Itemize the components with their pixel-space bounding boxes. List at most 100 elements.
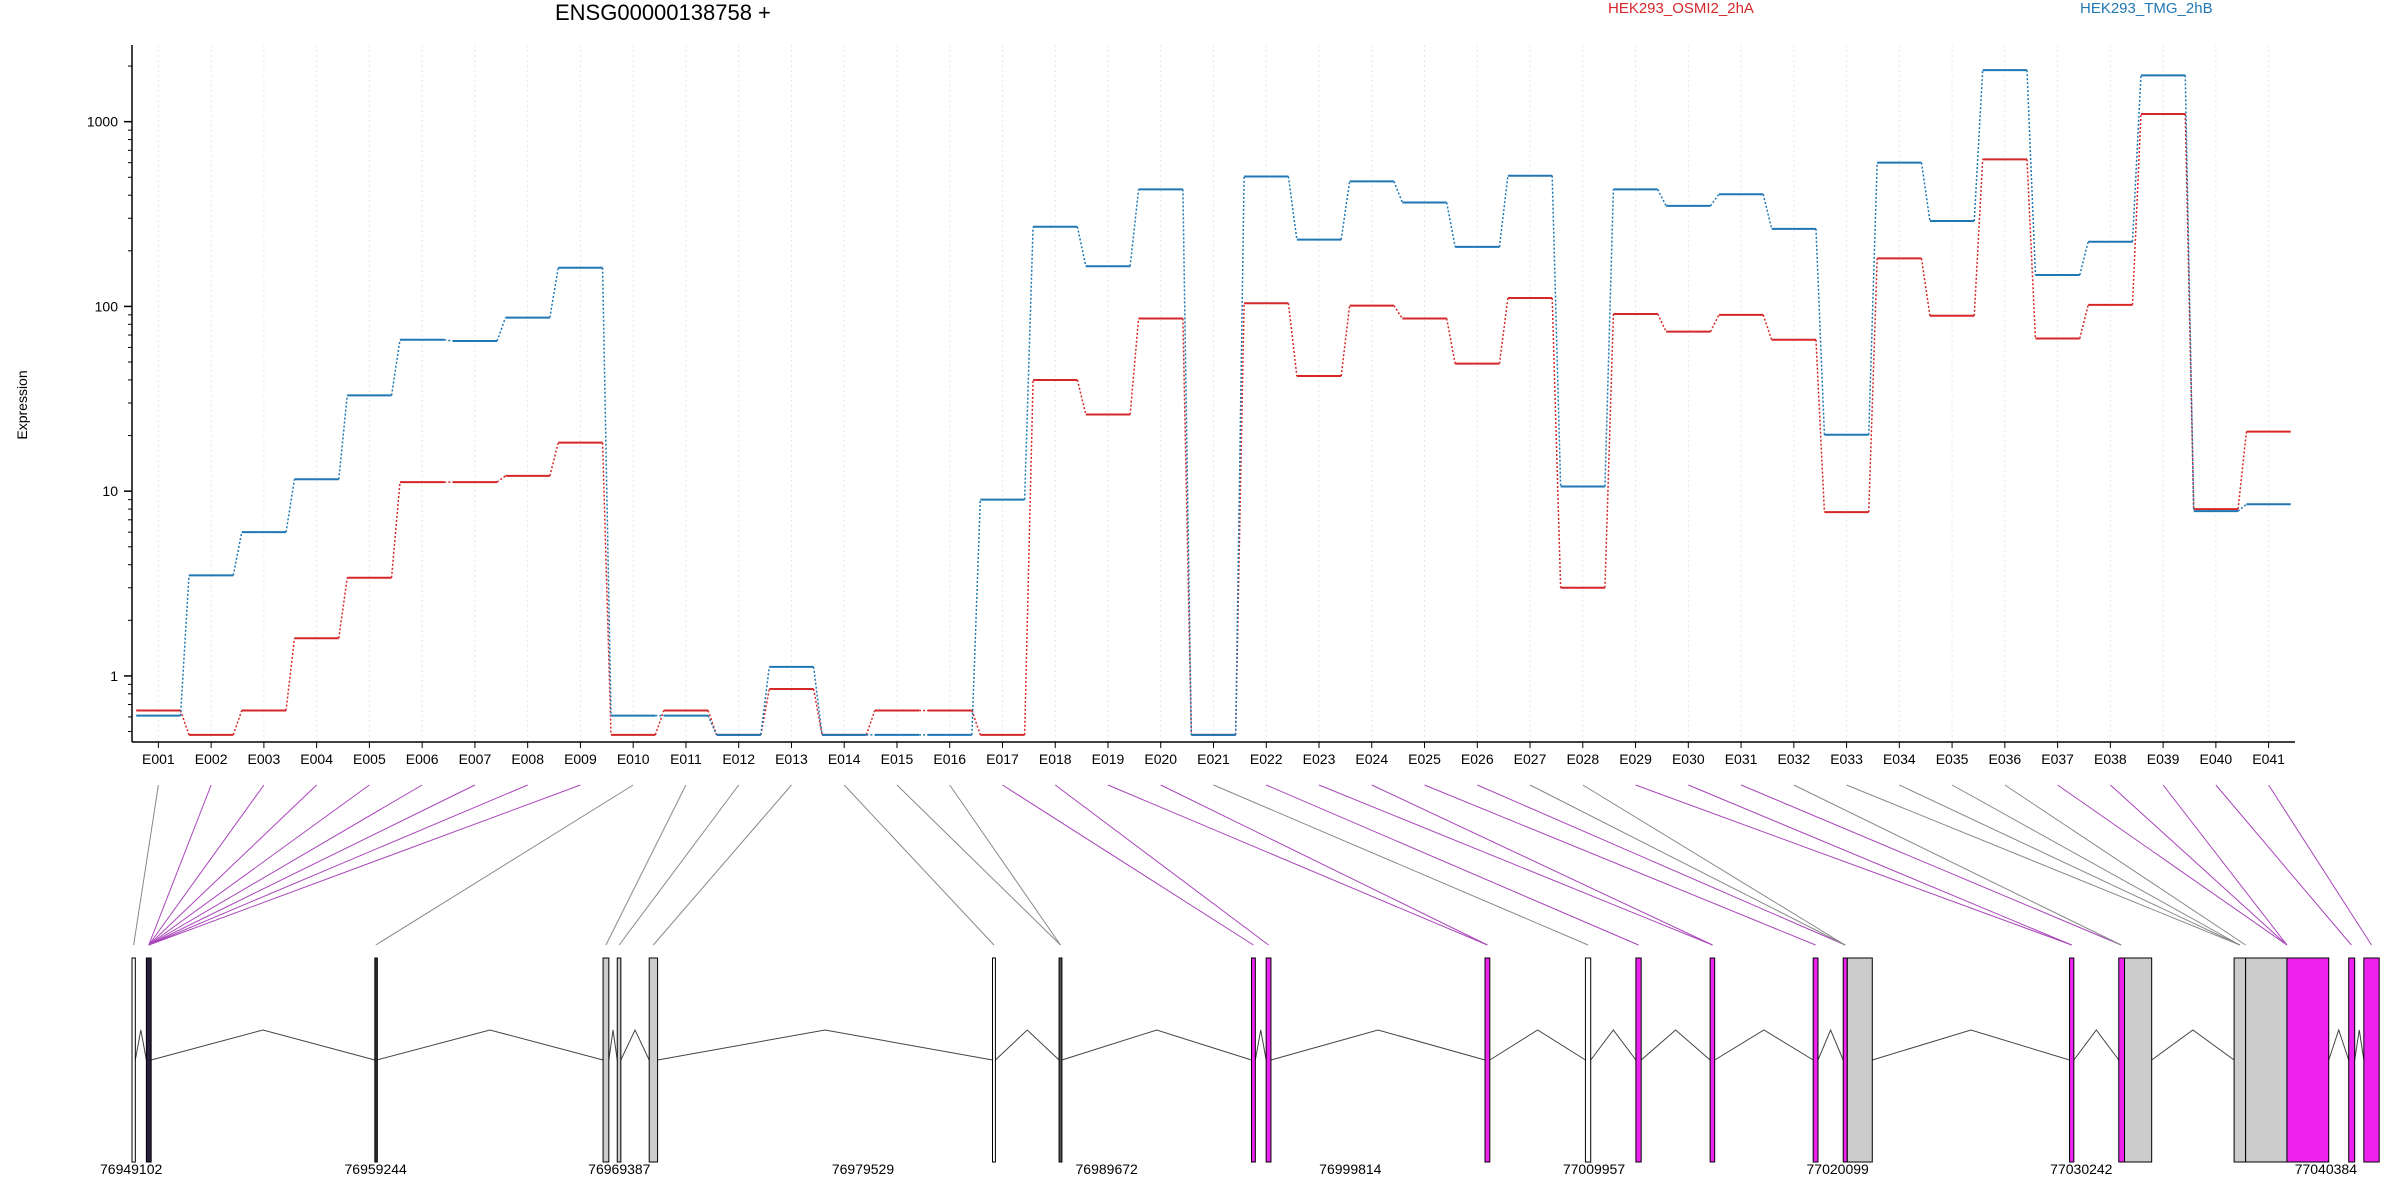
intron [620, 1028, 650, 1061]
x-tick-label: E004 [300, 751, 333, 767]
series-connector [1604, 313, 1615, 588]
x-tick-label: E028 [1566, 751, 1599, 767]
intron [1714, 1029, 1814, 1061]
x-tick-label: E022 [1250, 751, 1283, 767]
x-tick-label: E036 [1988, 751, 2021, 767]
exon-bin-connector [148, 784, 265, 946]
exon-block [145, 957, 152, 1163]
series-connector [654, 710, 665, 736]
x-tick-label: E005 [353, 751, 386, 767]
intron [1817, 1028, 1844, 1061]
genomic-coordinate-label: 77020099 [1807, 1161, 1870, 1177]
series-connector [390, 339, 401, 396]
series-connector [390, 482, 401, 578]
exon-bin-connector [1424, 784, 1816, 946]
exon-block [648, 957, 659, 1163]
intron [1254, 1029, 1267, 1061]
x-tick-label: E025 [1408, 751, 1441, 767]
genomic-coordinate-label: 76979529 [832, 1161, 895, 1177]
genomic-coordinate-label: 76969387 [588, 1161, 651, 1177]
intron [995, 1029, 1060, 1061]
exon-block [2245, 957, 2288, 1163]
exon-block [2069, 957, 2075, 1163]
series-connector [1551, 298, 1562, 588]
legend-entry-series-b: HEK293_TMG_2hB [2080, 0, 2213, 17]
intron [1640, 1029, 1711, 1061]
exon-bin-connector [1002, 784, 1254, 946]
series-connector [865, 710, 876, 736]
exon-bin-connector [375, 784, 634, 946]
x-tick-label: E033 [1830, 751, 1863, 767]
exon-block [2118, 957, 2126, 1163]
series-connector [1815, 228, 1826, 435]
x-tick-label: E002 [195, 751, 228, 767]
exon-block [1842, 957, 1848, 1163]
series-group [136, 113, 2291, 736]
exon-bin-connector [618, 784, 740, 946]
genomic-coordinate-label: 77040384 [2295, 1161, 2358, 1177]
x-tick-label: E026 [1461, 751, 1494, 767]
genomic-coordinate-label: 77030242 [2050, 1161, 2113, 1177]
exon-block [1058, 957, 1063, 1163]
series-connector [1920, 258, 1931, 316]
exon-block [1846, 957, 1873, 1163]
exon-bin-connector [133, 784, 159, 946]
intron [1489, 1029, 1586, 1061]
x-tick-label: E035 [1936, 751, 1969, 767]
intron [1270, 1029, 1486, 1061]
exon-block [2286, 957, 2330, 1163]
series-connector [1709, 314, 1720, 333]
exon-bin-connector [1371, 784, 1713, 946]
exon-bin-connector [605, 784, 687, 946]
x-tick-label: E024 [1355, 751, 1388, 767]
exon-bin-connectors [133, 784, 2372, 946]
x-tick-label: E007 [459, 751, 492, 767]
intron [376, 1029, 604, 1061]
exon-block [374, 957, 378, 1163]
exon-block [992, 957, 996, 1163]
exon-bin-connector [949, 784, 1061, 946]
exon-bin-connector [148, 784, 370, 946]
series-connector [1287, 303, 1298, 377]
exon-bin-connector [148, 784, 581, 946]
series-connector [1498, 175, 1509, 247]
x-tick-label: E034 [1883, 751, 1916, 767]
series-connector [971, 499, 982, 735]
series-connector [496, 317, 507, 342]
series-connector [1129, 318, 1140, 415]
series-connector [496, 475, 506, 483]
y-tick-label: 1000 [87, 114, 118, 130]
x-axis: E001 E002 E003 E004 E005 E006 E007 E008 E009 E010… [132, 741, 2295, 767]
exon-block [1265, 957, 1272, 1163]
exon-bin-connector [148, 784, 212, 946]
series-connector [2026, 159, 2037, 339]
exon-block [1584, 957, 1592, 1163]
series-connector [601, 267, 612, 716]
series-connector [1445, 318, 1456, 364]
exon-bin-connector [1951, 784, 2241, 946]
series-connector [1498, 297, 1509, 364]
y-tick-label: 100 [95, 298, 119, 314]
exon-bin-connector [1740, 784, 2122, 946]
exon-block [2233, 957, 2247, 1163]
series-connector [812, 666, 823, 735]
series-connector [1920, 162, 1931, 222]
x-tick-label: E011 [670, 751, 702, 767]
x-tick-label: E018 [1039, 751, 1072, 767]
x-tick-label: E038 [2094, 751, 2127, 767]
genomic-coordinate-axis: 76949102 76959244 76969387 76979529 76989672… [100, 1161, 2357, 1177]
exon-bin-connector [2057, 784, 2288, 946]
series-connector [285, 479, 296, 533]
series-connector [1182, 318, 1193, 735]
genomic-coordinate-label: 76999814 [1319, 1161, 1382, 1177]
intron [134, 1029, 147, 1061]
exon-bin-connector [1318, 784, 1713, 946]
series-group [136, 69, 2291, 736]
exon-bin-connector [652, 784, 792, 946]
series-connector [2237, 431, 2248, 510]
series-connector [1762, 314, 1773, 341]
exon-bin-connector [2110, 784, 2288, 946]
exon-block [1250, 957, 1256, 1163]
series-connector [1762, 194, 1773, 230]
